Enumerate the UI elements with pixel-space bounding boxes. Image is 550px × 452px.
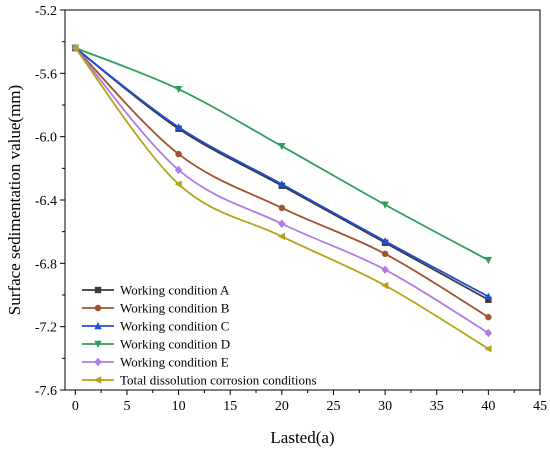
data-point [174,165,183,175]
y-tick-label: -5.2 [35,4,57,19]
data-point [484,328,493,338]
y-axis-ticks: -5.2 -5.6 -6.0 -6.4 -6.8 -7.2 -7.6 [35,4,65,399]
legend-marker [94,322,102,330]
legend-item: Working condition C [82,319,229,334]
legend-marker [94,376,102,384]
legend-item: Total dissolution corrosion conditions [82,373,317,388]
series-4 [71,43,493,338]
x-tick-label: 40 [481,399,495,414]
data-point [381,281,389,290]
data-point [484,345,492,353]
data-point [278,142,286,151]
y-tick-label: -7.6 [35,384,57,399]
y-axis-title: Surface sedimentation value(mm) [5,85,24,315]
legend-item: Working condition A [82,283,230,298]
x-tick-label: 20 [275,399,289,414]
legend-marker [94,340,102,348]
x-tick-label: 25 [326,399,340,414]
y-tick-label: -6.0 [35,131,57,146]
data-point [278,204,286,212]
series-line [74,47,489,261]
data-point [71,44,79,52]
legend-marker [94,357,102,367]
x-axis-title: Lasted(a) [270,428,334,447]
data-point [277,232,286,241]
data-point [381,265,389,274]
series-line [74,47,489,298]
legend-label: Working condition B [120,301,230,316]
data-point [174,180,182,188]
x-tick-label: 15 [223,399,237,414]
data-point [175,150,182,158]
legend-item: Working condition E [82,355,229,370]
legend-marker [94,286,102,294]
data-point [484,256,493,265]
data-point [484,292,493,300]
series-2 [71,44,493,300]
x-tick-label: 5 [123,399,130,414]
legend-item: Working condition B [82,301,230,316]
series-5 [71,44,492,353]
series-layer [71,43,493,353]
data-point [381,237,389,245]
legend-label: Working condition A [120,283,230,298]
data-point [174,85,183,94]
x-tick-label: 0 [72,399,79,414]
y-tick-label: -6.4 [35,194,57,209]
x-tick-label: 35 [430,399,444,414]
data-point [278,180,286,188]
y-tick-label: -5.6 [35,67,57,82]
series-3 [71,44,493,265]
data-point [485,313,492,321]
y-tick-label: -6.8 [35,257,57,272]
legend-label: Working condition C [120,319,229,334]
data-point [381,201,389,209]
legend-label: Total dissolution corrosion conditions [120,373,317,388]
x-axis-ticks: 0 5 10 15 20 25 30 35 40 45 [72,390,547,414]
data-point [278,219,286,228]
legend-item: Working condition D [82,337,230,352]
x-tick-label: 30 [378,399,392,414]
data-point [174,123,183,131]
series-line [74,47,489,301]
x-tick-label: 10 [172,399,186,414]
legend-label: Working condition D [120,337,230,352]
legend: Working condition A Working condition B Wo… [82,283,317,388]
data-point [381,250,389,258]
y-tick-label: -7.2 [35,321,57,336]
x-tick-label: 45 [533,399,547,414]
legend-label: Working condition E [120,355,229,370]
legend-marker [94,304,102,312]
